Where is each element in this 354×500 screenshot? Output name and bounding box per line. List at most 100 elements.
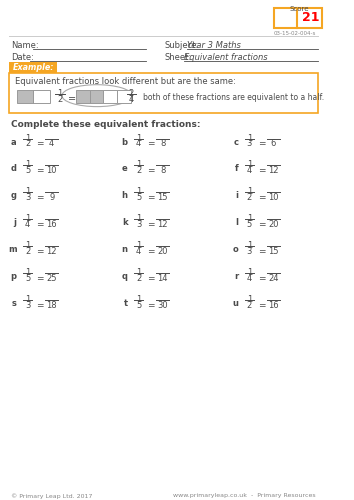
- Text: 1: 1: [247, 214, 252, 223]
- Text: 2: 2: [129, 88, 134, 98]
- Text: c: c: [233, 138, 238, 146]
- Text: h: h: [121, 192, 127, 200]
- Text: 2: 2: [57, 94, 63, 104]
- Text: =: =: [258, 194, 265, 202]
- Text: 3: 3: [25, 194, 30, 202]
- Text: 3: 3: [136, 220, 141, 229]
- Text: =: =: [258, 220, 265, 229]
- Text: =: =: [68, 94, 76, 104]
- Text: =: =: [258, 274, 265, 283]
- Text: 20: 20: [158, 247, 168, 256]
- Bar: [33, 90, 50, 102]
- Text: 1: 1: [57, 88, 63, 98]
- Text: 1: 1: [136, 268, 141, 277]
- Text: f: f: [235, 164, 238, 173]
- Text: 14: 14: [158, 274, 168, 283]
- Bar: [17, 90, 33, 102]
- Text: 24: 24: [268, 274, 279, 283]
- Text: 1: 1: [247, 188, 252, 196]
- Text: 16: 16: [46, 220, 57, 229]
- Text: 9: 9: [49, 194, 55, 202]
- Text: 10: 10: [46, 166, 57, 175]
- Text: 12: 12: [46, 247, 57, 256]
- Text: =: =: [147, 194, 154, 202]
- Text: 1: 1: [25, 241, 30, 250]
- Text: 30: 30: [157, 301, 168, 310]
- Text: 8: 8: [160, 166, 165, 175]
- Text: =: =: [147, 166, 154, 175]
- Text: g: g: [11, 192, 17, 200]
- Text: 4: 4: [49, 140, 55, 148]
- Text: 1: 1: [136, 134, 141, 142]
- Text: 1: 1: [247, 268, 252, 277]
- Text: 4: 4: [247, 166, 252, 175]
- Text: =: =: [147, 274, 154, 283]
- FancyBboxPatch shape: [9, 62, 57, 72]
- Text: =: =: [147, 247, 154, 256]
- Text: p: p: [11, 272, 17, 281]
- Text: 1: 1: [25, 268, 30, 277]
- Bar: [103, 90, 117, 102]
- Text: 12: 12: [158, 220, 168, 229]
- Text: 10: 10: [268, 194, 279, 202]
- Text: Name:: Name:: [11, 41, 39, 50]
- Text: =: =: [147, 140, 154, 148]
- Text: 25: 25: [46, 274, 57, 283]
- Text: Equivalent fractions: Equivalent fractions: [184, 53, 268, 62]
- Text: 6: 6: [271, 140, 276, 148]
- Text: 15: 15: [158, 194, 168, 202]
- Text: 4: 4: [136, 247, 141, 256]
- Text: Date:: Date:: [11, 53, 34, 62]
- Text: 4: 4: [25, 220, 30, 229]
- Text: d: d: [11, 164, 17, 173]
- Text: 03-15-02-004-s: 03-15-02-004-s: [274, 31, 316, 36]
- Text: 2: 2: [247, 301, 252, 310]
- Text: 21: 21: [302, 11, 319, 24]
- Text: 8: 8: [160, 140, 165, 148]
- Text: Complete these equivalent fractions:: Complete these equivalent fractions:: [11, 120, 201, 128]
- Text: k: k: [122, 218, 127, 227]
- Text: 2: 2: [25, 247, 30, 256]
- Text: =: =: [36, 247, 44, 256]
- Text: 3: 3: [25, 301, 30, 310]
- Text: e: e: [122, 164, 127, 173]
- Text: =: =: [36, 301, 44, 310]
- Text: 3: 3: [247, 247, 252, 256]
- Text: 4: 4: [129, 94, 134, 104]
- Text: =: =: [147, 301, 154, 310]
- Text: 5: 5: [247, 220, 252, 229]
- Text: 1: 1: [25, 160, 30, 170]
- Text: =: =: [36, 274, 44, 283]
- Text: l: l: [235, 218, 238, 227]
- FancyBboxPatch shape: [9, 72, 318, 112]
- Text: r: r: [234, 272, 238, 281]
- Text: =: =: [258, 166, 265, 175]
- Text: 4: 4: [136, 140, 141, 148]
- Text: a: a: [11, 138, 17, 146]
- Text: Example:: Example:: [13, 63, 55, 72]
- Text: 2: 2: [25, 140, 30, 148]
- Text: 12: 12: [268, 166, 279, 175]
- Text: =: =: [36, 194, 44, 202]
- Text: q: q: [121, 272, 127, 281]
- Text: 5: 5: [136, 301, 141, 310]
- Text: 1: 1: [25, 214, 30, 223]
- Text: © Primary Leap Ltd. 2017: © Primary Leap Ltd. 2017: [11, 493, 92, 499]
- Text: i: i: [235, 192, 238, 200]
- Text: j: j: [14, 218, 17, 227]
- Text: Score: Score: [289, 6, 309, 12]
- Text: 18: 18: [46, 301, 57, 310]
- Text: s: s: [12, 299, 17, 308]
- Text: =: =: [258, 247, 265, 256]
- Text: o: o: [233, 245, 238, 254]
- Text: 2: 2: [136, 274, 141, 283]
- Text: 2: 2: [136, 166, 141, 175]
- Text: Subject:: Subject:: [165, 41, 199, 50]
- Text: 16: 16: [268, 301, 279, 310]
- Text: t: t: [124, 299, 127, 308]
- Text: 5: 5: [136, 194, 141, 202]
- FancyBboxPatch shape: [274, 8, 321, 28]
- Text: 15: 15: [268, 247, 279, 256]
- Text: 4: 4: [247, 274, 252, 283]
- Text: 1: 1: [25, 295, 30, 304]
